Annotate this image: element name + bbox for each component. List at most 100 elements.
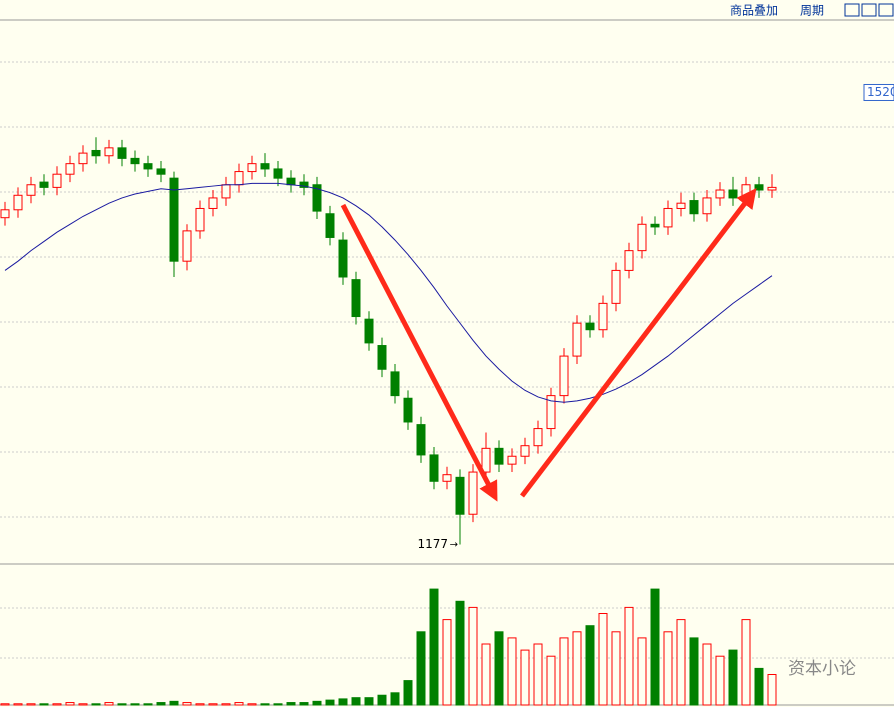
candle-body [533,428,543,447]
volume-bar [741,619,751,706]
candle-body [91,149,101,157]
candle-body [715,189,725,199]
volume-bar [65,702,75,706]
candle-body [624,250,634,271]
up-arrow [520,188,757,498]
grid [0,61,894,659]
low-label: 1177 [417,537,448,551]
volume-bar [403,680,413,706]
candle-body [169,177,179,262]
right-button[interactable] [861,3,877,17]
volume-bar [13,703,23,706]
candle-body [52,173,62,188]
overlay-button[interactable]: 商品叠加 [730,3,778,18]
volume-bar [208,703,218,706]
volume-bar [377,694,387,706]
volume-bar [455,600,465,706]
candle-body [377,345,387,370]
candle-body [702,197,712,215]
volume-bar [507,637,517,706]
volume-bar [559,637,569,706]
volume-bar [195,703,205,706]
volume-bar [364,697,374,706]
volume-bar [663,631,673,706]
volume-bar [26,703,36,706]
volume-bar [520,649,530,706]
volume-bar [598,613,608,706]
candle-body [468,471,478,515]
candle-body [676,202,686,209]
volume-bar [221,703,231,706]
candle-body [611,269,621,304]
volume-bar [715,655,725,706]
volume-bar [728,649,738,706]
volume-bar [468,606,478,706]
candle-body [247,163,257,173]
candle-body [78,152,88,165]
volume-bar [117,703,127,706]
candle-body [260,163,270,170]
volume-bar [325,699,335,706]
price-label: 1520 [867,85,894,99]
volume-bar [767,674,777,706]
candle-body [273,168,283,179]
volume-bar [676,619,686,706]
volume-bar [624,606,634,706]
candle-body [546,395,556,430]
candle-body [117,147,127,159]
volume-bar [754,667,764,706]
candle-body [403,397,413,423]
candle-body [598,302,608,331]
candle-body [637,223,647,252]
volume-bar [91,703,101,706]
volume-bar [650,588,660,706]
volume-bar [156,702,166,706]
volume-bar [533,643,543,706]
candle-body [520,445,530,457]
volume-bar [637,637,647,706]
period-button[interactable]: 周期 [800,4,824,18]
candle-body [494,447,504,465]
candle-body [754,184,764,191]
candle-body [559,355,569,397]
candle-body [143,163,153,170]
watermark: 资本小论 [788,659,856,679]
candle-body [663,207,673,228]
volume-bar [52,703,62,706]
candle-body [429,454,439,482]
zoom-button[interactable] [878,3,894,17]
candle-body [351,279,361,318]
candle-body [0,209,10,219]
volume-bar [104,702,114,706]
candle-body [728,189,738,199]
marks: 1177 → [0,137,777,706]
volume-bar [247,703,257,706]
low-arrow: → [450,540,458,551]
volume-bar [0,703,10,706]
volume-bar [273,703,283,706]
volume-bar [546,655,556,706]
volume-bar [481,643,491,706]
candle-body [299,181,309,188]
volume-bar [442,619,452,706]
volume-bar [286,702,296,706]
candle-body [39,181,49,188]
candle-body [26,184,36,196]
volume-bar [611,631,621,706]
candle-body [689,200,699,215]
volume-bar [182,702,192,706]
candle-body [390,371,400,397]
volume-bar [39,703,49,706]
volume-bar [494,631,504,706]
candle-body [507,455,517,465]
volume-bar [260,703,270,706]
moving-average [4,182,773,403]
candle-body [156,168,166,175]
volume-bar [130,703,140,706]
left-button[interactable] [844,3,860,17]
candle-body [650,223,660,228]
candle-body [442,474,452,482]
candle-body [585,322,595,331]
